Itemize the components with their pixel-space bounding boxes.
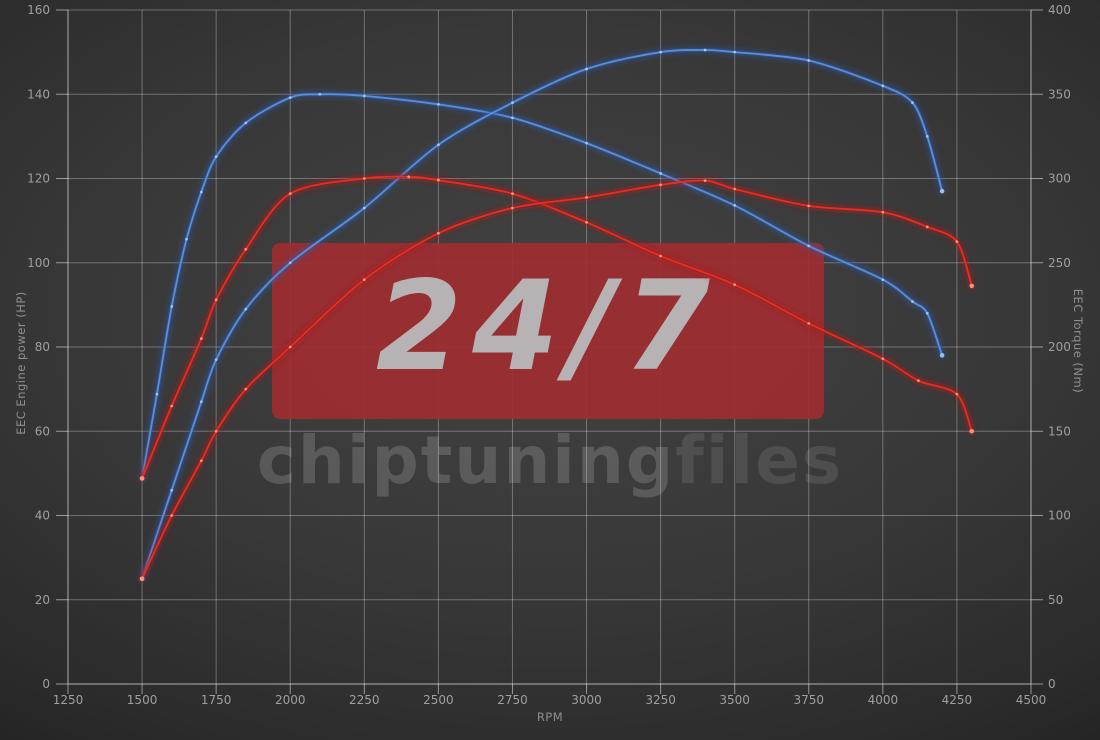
svg-text:4250: 4250: [942, 693, 973, 707]
svg-text:2250: 2250: [349, 693, 380, 707]
left-axis-title: EEC Engine power (HP): [14, 291, 28, 435]
svg-text:3750: 3750: [793, 693, 824, 707]
svg-text:200: 200: [1048, 340, 1071, 354]
svg-text:300: 300: [1048, 172, 1071, 186]
svg-text:50: 50: [1048, 593, 1063, 607]
x-axis-title: RPM: [536, 710, 564, 724]
svg-text:1500: 1500: [127, 693, 158, 707]
svg-text:3000: 3000: [571, 693, 602, 707]
svg-text:80: 80: [35, 340, 50, 354]
svg-text:3500: 3500: [719, 693, 750, 707]
svg-text:100: 100: [27, 256, 50, 270]
watermark-brand-light: files: [675, 422, 844, 499]
svg-text:150: 150: [1048, 424, 1071, 438]
svg-text:0: 0: [1048, 677, 1056, 691]
right-axis-title: EEC Torque (Nm): [1071, 288, 1085, 394]
svg-text:2750: 2750: [497, 693, 528, 707]
watermark-badge: 24/7: [272, 243, 824, 419]
watermark-brand-bold: chiptuning: [256, 422, 676, 499]
svg-text:160: 160: [27, 3, 50, 17]
svg-text:4500: 4500: [1016, 693, 1047, 707]
svg-text:400: 400: [1048, 3, 1071, 17]
svg-text:0: 0: [42, 677, 50, 691]
svg-text:40: 40: [35, 509, 50, 523]
svg-text:250: 250: [1048, 256, 1071, 270]
svg-text:2500: 2500: [423, 693, 454, 707]
svg-text:4000: 4000: [868, 693, 899, 707]
svg-text:60: 60: [35, 424, 50, 438]
svg-text:1750: 1750: [201, 693, 232, 707]
svg-text:3250: 3250: [645, 693, 676, 707]
svg-text:120: 120: [27, 172, 50, 186]
svg-text:350: 350: [1048, 87, 1071, 101]
watermark-badge-text: 24/7: [375, 255, 721, 399]
svg-text:1250: 1250: [53, 693, 84, 707]
watermark-brand: chiptuningfiles: [0, 428, 1100, 494]
svg-text:20: 20: [35, 593, 50, 607]
svg-text:100: 100: [1048, 509, 1071, 523]
svg-text:2000: 2000: [275, 693, 306, 707]
svg-text:140: 140: [27, 87, 50, 101]
